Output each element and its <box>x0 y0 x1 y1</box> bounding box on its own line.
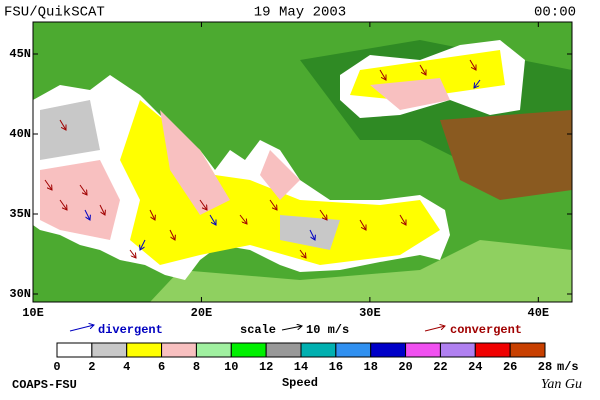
lon-label: 20E <box>191 306 213 320</box>
color-swatch <box>265 342 302 358</box>
color-swatch <box>56 342 93 358</box>
color-swatch <box>474 342 511 358</box>
source: FSU/QuikSCAT <box>4 5 105 21</box>
map-frame <box>32 21 573 303</box>
lat-label: 35N <box>9 207 31 221</box>
colorbar-tick-label: 24 <box>468 360 482 374</box>
color-swatch <box>161 342 197 358</box>
speed-6-8 <box>370 78 450 110</box>
date: 19 May 2003 <box>254 5 346 21</box>
colorbar-tick-label: 26 <box>503 360 517 374</box>
color-swatch <box>195 342 232 358</box>
map <box>33 22 572 302</box>
colorbar-tick-label: 0 <box>53 360 60 374</box>
speed-4-6 <box>120 100 440 265</box>
lon-label: 40E <box>528 306 550 320</box>
speed-6-8 <box>260 150 300 200</box>
colorbar-tick-label: 14 <box>294 360 308 374</box>
lat-label: 30N <box>9 287 31 301</box>
colorbar-tick-label: 12 <box>259 360 273 374</box>
colorbar-tick-label: 28 <box>538 360 552 374</box>
colorbar-tick-label: 6 <box>158 360 165 374</box>
speed-2-4 <box>280 215 340 250</box>
color-swatch <box>126 342 163 358</box>
convergent-arrow <box>424 326 445 332</box>
speed-2-4 <box>40 100 100 160</box>
color-swatch <box>230 342 267 358</box>
lon-label: 10E <box>22 306 44 320</box>
colorbar-tick-label: 16 <box>329 360 343 374</box>
speed-6-8 <box>160 110 230 215</box>
colorbar-tick-label: 8 <box>193 360 200 374</box>
colorbar-tick-label: 18 <box>364 360 378 374</box>
legend-scale: scale <box>240 323 276 337</box>
wind-arrows <box>84 79 481 250</box>
colorbar-tick-label: 4 <box>123 360 130 374</box>
colorbar-tick-label: 2 <box>88 360 95 374</box>
colorbar: 0 2 4 6 8 10 12 14 16 18 20 22 24 26 28 m/s <box>53 342 579 374</box>
scale-arrow <box>281 326 302 331</box>
wind-arrows <box>44 59 476 258</box>
color-swatch <box>370 342 407 358</box>
lat-label: 40N <box>9 127 31 141</box>
colorbar-unit: m/s <box>557 360 579 374</box>
legend-divergent: divergent <box>98 323 163 337</box>
map-ticks: 30N 35N 40N 45N 10E 20E 30E 40E <box>9 22 572 320</box>
lon-label: 30E <box>359 306 381 320</box>
speed-6-8 <box>40 160 120 240</box>
colorbar-tick-label: 10 <box>224 360 238 374</box>
legend-convergent: convergent <box>450 323 522 337</box>
colorbar-title: Speed <box>282 376 318 390</box>
desert <box>150 240 572 302</box>
footer-right: Yan Gu <box>541 377 582 392</box>
color-swatch <box>300 342 337 358</box>
mountains <box>440 110 572 200</box>
time: 00:00 <box>534 5 576 21</box>
colorbar-tick-label: 22 <box>433 360 447 374</box>
color-swatch <box>405 342 441 358</box>
colorbar-tick-label: 20 <box>398 360 412 374</box>
color-swatch <box>509 342 546 358</box>
footer-left: COAPS-FSU <box>12 378 77 392</box>
color-swatch <box>335 342 372 358</box>
color-swatch <box>91 342 128 358</box>
lat-label: 45N <box>9 47 31 61</box>
legend-scale-value: 10 m/s <box>306 323 349 337</box>
divergent-arrow <box>69 325 94 332</box>
color-swatch <box>439 342 476 358</box>
